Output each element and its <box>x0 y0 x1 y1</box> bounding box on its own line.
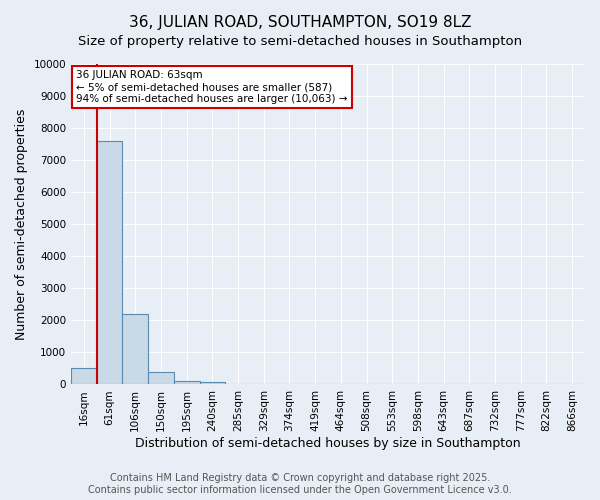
Text: 36 JULIAN ROAD: 63sqm
← 5% of semi-detached houses are smaller (587)
94% of semi: 36 JULIAN ROAD: 63sqm ← 5% of semi-detac… <box>76 70 347 104</box>
Text: Contains HM Land Registry data © Crown copyright and database right 2025.
Contai: Contains HM Land Registry data © Crown c… <box>88 474 512 495</box>
Y-axis label: Number of semi-detached properties: Number of semi-detached properties <box>15 108 28 340</box>
Bar <box>71 368 97 384</box>
Bar <box>200 382 225 384</box>
Bar <box>97 141 122 384</box>
Bar <box>148 372 174 384</box>
X-axis label: Distribution of semi-detached houses by size in Southampton: Distribution of semi-detached houses by … <box>135 437 521 450</box>
Text: 36, JULIAN ROAD, SOUTHAMPTON, SO19 8LZ: 36, JULIAN ROAD, SOUTHAMPTON, SO19 8LZ <box>129 15 471 30</box>
Text: Size of property relative to semi-detached houses in Southampton: Size of property relative to semi-detach… <box>78 35 522 48</box>
Bar <box>122 314 148 384</box>
Bar <box>174 382 200 384</box>
